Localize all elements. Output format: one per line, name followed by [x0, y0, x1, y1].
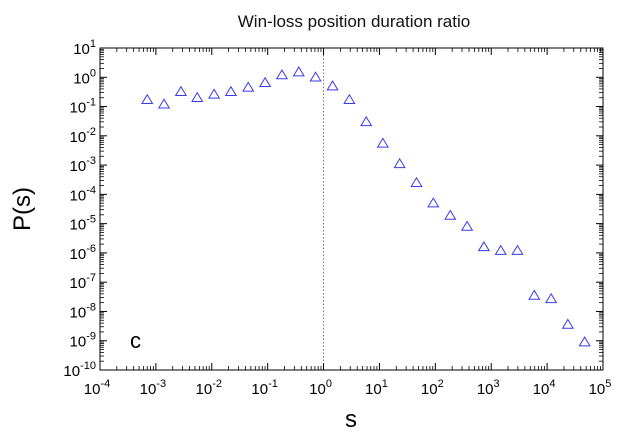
y-tick-label: 100 — [73, 67, 96, 87]
x-axis-label: s — [345, 406, 357, 433]
y-tick-label: 10-5 — [70, 214, 96, 234]
y-tick-label: 10-1 — [70, 97, 96, 117]
data-point — [544, 292, 558, 304]
data-point — [511, 244, 524, 255]
data-point — [561, 318, 574, 329]
x-tick-label: 10-1 — [251, 378, 277, 398]
plot-frame — [99, 47, 604, 371]
y-axis-label: P(s) — [9, 187, 36, 231]
data-point — [444, 209, 457, 220]
data-point — [157, 98, 171, 109]
y-tick-label: 10-10 — [63, 360, 96, 380]
x-axis: 10-4 10-3 10-2 10-1 100 101 102 103 104 105 — [84, 48, 612, 398]
x-tick-label: 10-2 — [196, 378, 222, 398]
data-point — [477, 240, 491, 252]
data-point — [393, 157, 406, 169]
data-point — [258, 76, 272, 87]
y-tick-label: 10-9 — [70, 331, 96, 351]
data-point — [343, 93, 356, 105]
data-point — [528, 289, 541, 300]
y-tick-label: 10-3 — [70, 155, 96, 175]
y-tick-label: 10-6 — [70, 243, 96, 263]
chart-title: Win-loss position duration ratio — [238, 12, 470, 31]
x-tick-label: 10-4 — [84, 378, 110, 398]
data-point — [326, 80, 339, 91]
data-point — [242, 81, 255, 92]
x-tick-label: 103 — [477, 378, 500, 398]
x-tick-label: 102 — [421, 378, 444, 398]
data-point — [376, 137, 389, 148]
x-tick-label: 105 — [589, 378, 612, 398]
panel-label: c — [130, 328, 141, 353]
data-point — [275, 68, 289, 80]
data-points — [141, 66, 591, 347]
data-point — [427, 197, 440, 208]
data-point — [309, 71, 322, 82]
y-tick-label: 10-8 — [70, 301, 96, 321]
data-point — [460, 220, 474, 231]
x-tick-label: 10-3 — [140, 378, 166, 398]
data-point — [360, 115, 373, 127]
data-point — [141, 93, 154, 105]
data-point — [578, 336, 591, 347]
data-point — [174, 85, 188, 97]
y-axis: 10-10 10-9 10-8 10-7 10-6 10-5 10-4 10-3 10-2 10-… — [63, 38, 603, 380]
data-point — [191, 91, 204, 102]
y-tick-label: 10-2 — [70, 126, 96, 146]
y-tick-label: 101 — [73, 38, 96, 58]
data-point — [224, 85, 238, 97]
x-tick-label: 100 — [309, 378, 332, 398]
data-point — [410, 176, 423, 187]
y-tick-label: 10-7 — [70, 272, 96, 292]
data-point — [207, 88, 221, 99]
data-point — [494, 244, 507, 255]
data-point — [292, 66, 305, 77]
x-tick-label: 104 — [533, 378, 556, 398]
x-tick-label: 101 — [365, 378, 388, 398]
y-tick-label: 10-4 — [70, 184, 96, 204]
